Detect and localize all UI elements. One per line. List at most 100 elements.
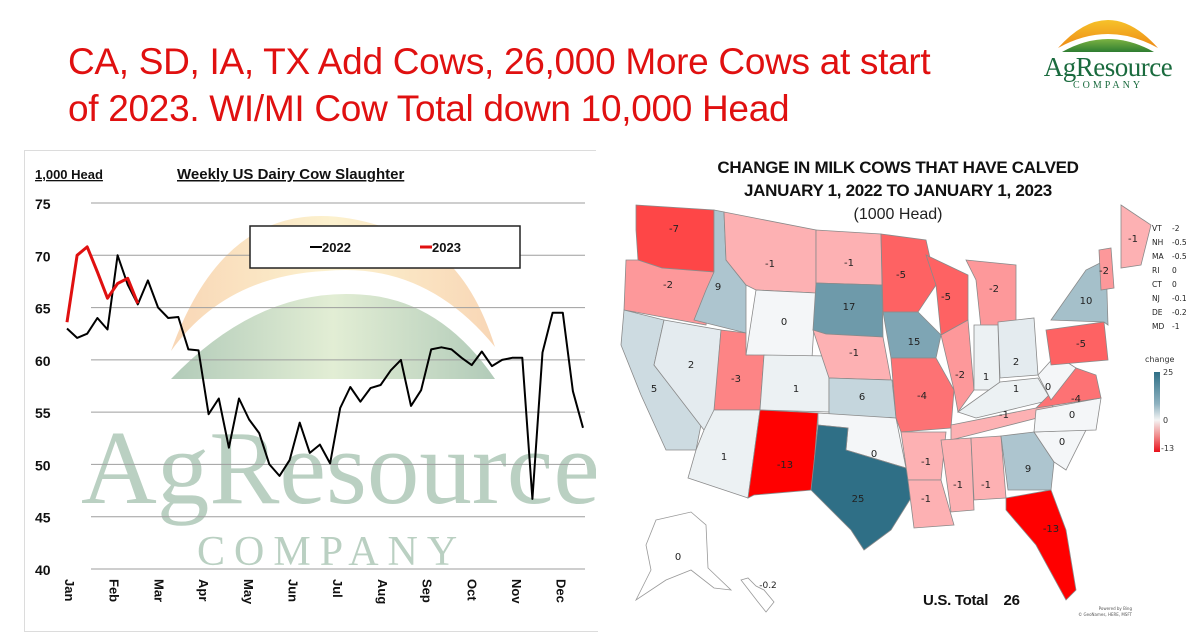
y-tick-label: 65 (35, 301, 51, 317)
map-unit: (1000 Head) (853, 206, 943, 223)
slide-headline: CA, SD, IA, TX Add Cows, 26,000 More Cow… (68, 38, 1028, 132)
state-value-mo: -4 (917, 391, 927, 402)
state-ne[interactable] (812, 329, 892, 381)
state-value-vt: -2 (1099, 266, 1109, 277)
x-tick-label: Dec (554, 579, 569, 603)
state-value-ks: 6 (859, 392, 865, 403)
small-state-row-nj: NJ -0.1 (1152, 292, 1187, 306)
state-value-il: -2 (955, 370, 965, 381)
state-me[interactable] (1120, 204, 1152, 269)
state-value-ar: -1 (921, 457, 931, 468)
state-wa[interactable] (635, 204, 715, 273)
x-tick-label: Jan (62, 579, 77, 601)
state-ia[interactable] (882, 311, 942, 359)
x-tick-label: Mar (151, 579, 166, 602)
small-state-value: -0.5 (1172, 252, 1187, 261)
small-state-value: -0.1 (1172, 294, 1187, 303)
state-value-co: 1 (793, 384, 799, 395)
small-state-abbr: DE (1152, 308, 1163, 317)
state-wv[interactable] (1037, 354, 1077, 401)
y-tick-label: 60 (35, 353, 51, 369)
small-state-row-md: MD -1 (1152, 320, 1187, 334)
state-value-ia: 15 (908, 337, 921, 348)
y-tick-label: 75 (35, 196, 51, 212)
small-states-list: VT -2 NH -0.5 MA -0.5 RI 0 CT 0 NJ -0.1 DE -0.2 MD -1 (1152, 222, 1187, 334)
state-value-wy: 0 (781, 317, 787, 328)
state-value-la: -1 (921, 494, 931, 505)
us-total-value: 26 (1003, 592, 1020, 609)
state-value-al: -1 (981, 480, 991, 491)
state-la[interactable] (907, 479, 955, 529)
state-fl[interactable] (1005, 489, 1077, 601)
state-hi[interactable] (740, 577, 775, 613)
headline-line-1: CA, SD, IA, TX Add Cows, 26,000 More Cow… (68, 41, 931, 82)
state-value-sc: 0 (1059, 437, 1065, 448)
state-mn[interactable] (880, 233, 937, 313)
x-tick-label: Oct (464, 579, 479, 601)
state-value-ok: 0 (871, 449, 877, 460)
bing-credit: Powered by Bing (1098, 606, 1132, 611)
state-ny[interactable] (1050, 259, 1109, 326)
state-value-in: 1 (983, 372, 989, 383)
state-ar[interactable] (900, 431, 947, 481)
legend-max: 25 (1163, 368, 1174, 377)
state-value-ky: 1 (1013, 384, 1019, 395)
state-pa[interactable] (1045, 321, 1109, 366)
state-value-ms: -1 (953, 480, 963, 491)
legend-min: -13 (1161, 444, 1175, 453)
color-scale-bar (1154, 372, 1160, 452)
state-value-nm: -13 (777, 460, 793, 471)
x-tick-label: Apr (196, 579, 211, 601)
state-value-az: 1 (721, 452, 727, 463)
x-tick-label: Feb (107, 579, 122, 602)
state-il[interactable] (940, 319, 975, 413)
series-line-2023 (65, 245, 140, 323)
map-subtitle: JANUARY 1, 2022 TO JANUARY 1, 2023 (744, 181, 1052, 200)
state-oh[interactable] (997, 317, 1039, 379)
small-state-row-vt: VT -2 (1152, 222, 1187, 236)
small-state-abbr: CT (1152, 280, 1162, 289)
milk-cow-map-panel: CHANGE IN MILK COWS THAT HAVE CALVED JAN… (596, 150, 1200, 631)
map-title: CHANGE IN MILK COWS THAT HAVE CALVED (717, 158, 1079, 177)
state-value-hi: -0.2 (759, 581, 777, 591)
small-state-row-ma: MA -0.5 (1152, 250, 1187, 264)
state-value-nv: 2 (688, 360, 694, 371)
state-value-va: -4 (1071, 394, 1081, 405)
small-state-value: -1 (1172, 322, 1180, 331)
geonames-credit: © GeoNames, HERE, MSFT (1078, 612, 1132, 617)
state-value-wv: 0 (1045, 382, 1051, 393)
slaughter-chart-panel: AgResource COMPANY 40 45 50 55 60 65 70 75 1,000 H… (24, 150, 598, 632)
small-state-value: -2 (1172, 224, 1180, 233)
state-vt[interactable] (1098, 247, 1115, 291)
logo-name: AgResource (1043, 52, 1173, 82)
legend-mid: 0 (1163, 416, 1169, 425)
state-ak[interactable] (634, 511, 733, 602)
headline-line-2: of 2023. WI/MI Cow Total down 10,000 Hea… (68, 88, 790, 129)
legend-title: change (1145, 355, 1175, 364)
state-value-sd: 17 (843, 302, 856, 313)
x-tick-label: Aug (375, 579, 390, 604)
small-state-row-ri: RI 0 (1152, 264, 1187, 278)
state-ms[interactable] (940, 437, 975, 513)
state-value-or: -2 (663, 280, 673, 291)
state-value-mi: -2 (989, 284, 999, 295)
chart-legend: 2022 2023 (249, 225, 521, 269)
legend-label-2023: 2023 (432, 240, 461, 255)
svg-text:COMPANY: COMPANY (197, 529, 466, 575)
state-value-fl: -13 (1043, 524, 1059, 535)
states-layer (620, 204, 1152, 613)
state-ga[interactable] (1000, 431, 1055, 491)
state-nm[interactable] (747, 409, 819, 499)
y-axis-unit-label: 1,000 Head (35, 167, 103, 182)
us-total: U.S. Total 26 (923, 592, 1020, 609)
state-value-mt: -1 (765, 259, 775, 270)
state-value-id: 9 (715, 282, 721, 293)
y-tick-label: 40 (35, 562, 51, 578)
state-value-nc: 0 (1069, 410, 1075, 421)
state-tx[interactable] (810, 424, 917, 551)
state-value-ne: -1 (849, 348, 859, 359)
state-ky[interactable] (957, 377, 1052, 419)
x-tick-label: Sep (420, 579, 435, 603)
y-tick-label: 70 (35, 248, 51, 264)
state-nc[interactable] (1033, 397, 1102, 433)
